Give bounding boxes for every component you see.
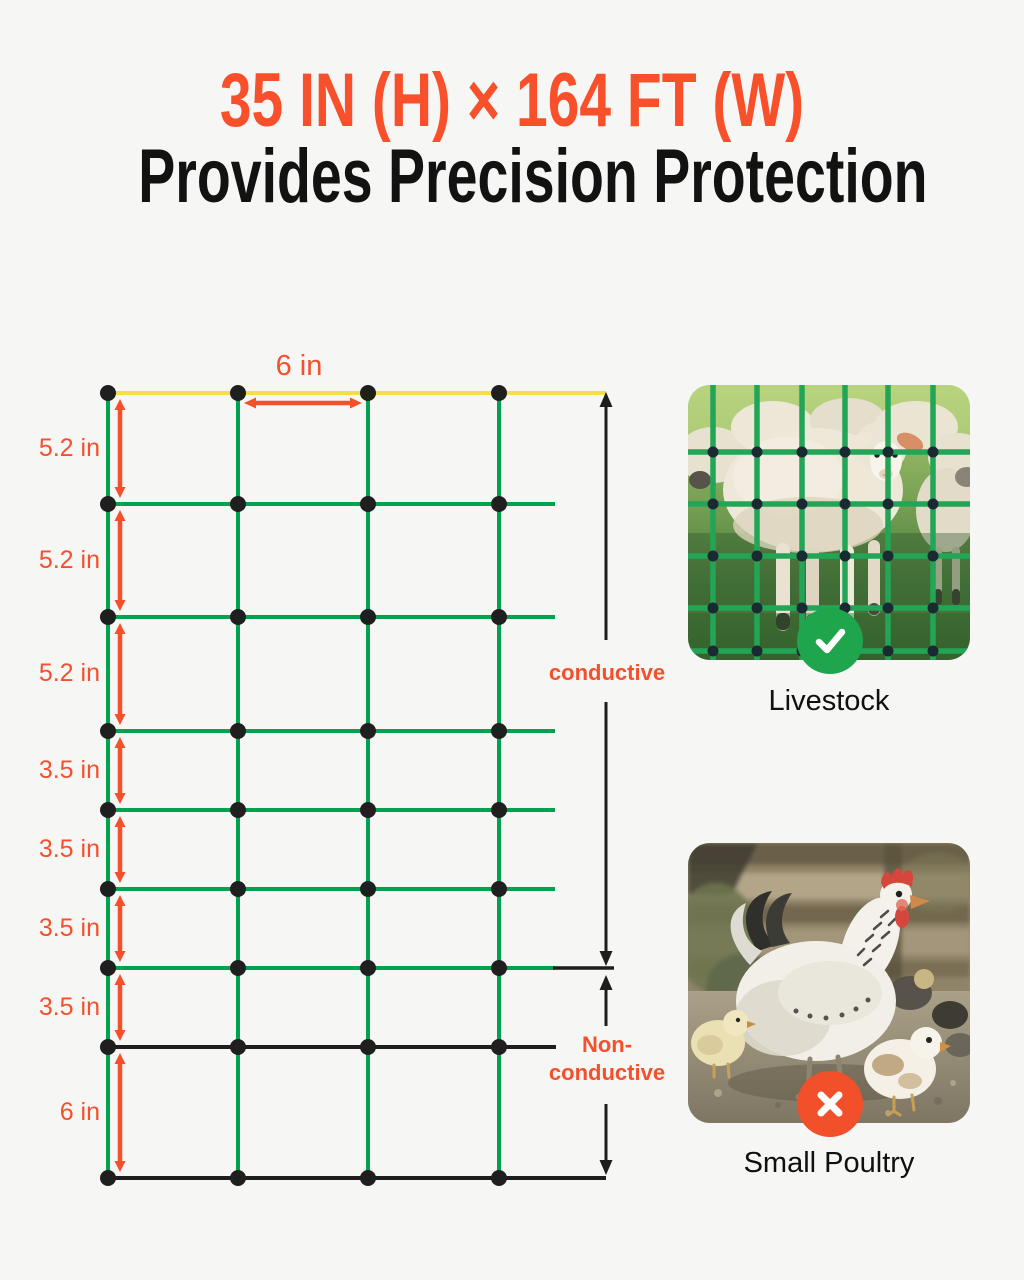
non-conductive-line-2: conductive [548, 1060, 666, 1085]
headline-tagline: Provides Precision Protection [138, 134, 928, 219]
non-conductive-line-1: Non- [581, 1032, 633, 1057]
horizontal-spacing-label: 6 in [275, 350, 323, 382]
row-gap-label: 5.2 in [38, 546, 100, 574]
row-gap-label: 3.5 in [38, 914, 100, 942]
small-poultry-photo [688, 843, 970, 1123]
row-gap-label: 3.5 in [38, 835, 100, 863]
livestock-label: Livestock [768, 685, 890, 717]
conductive-label: conductive [548, 660, 666, 685]
allowed-badge [797, 608, 863, 674]
non-conductive-label: Non- conductive [517, 1031, 697, 1087]
denied-badge [797, 1071, 863, 1137]
headline-dimensions: 35 IN (H) × 164 FT (W) [219, 58, 805, 143]
row-gap-label: 3.5 in [38, 993, 100, 1021]
row-gap-label: 5.2 in [38, 659, 100, 687]
row-gap-label: 5.2 in [38, 434, 100, 462]
row-gap-label: 6 in [59, 1098, 100, 1126]
small-poultry-label: Small Poultry [743, 1147, 915, 1179]
x-icon [817, 1091, 843, 1117]
row-gap-label: 3.5 in [38, 756, 100, 784]
check-icon [815, 628, 846, 654]
